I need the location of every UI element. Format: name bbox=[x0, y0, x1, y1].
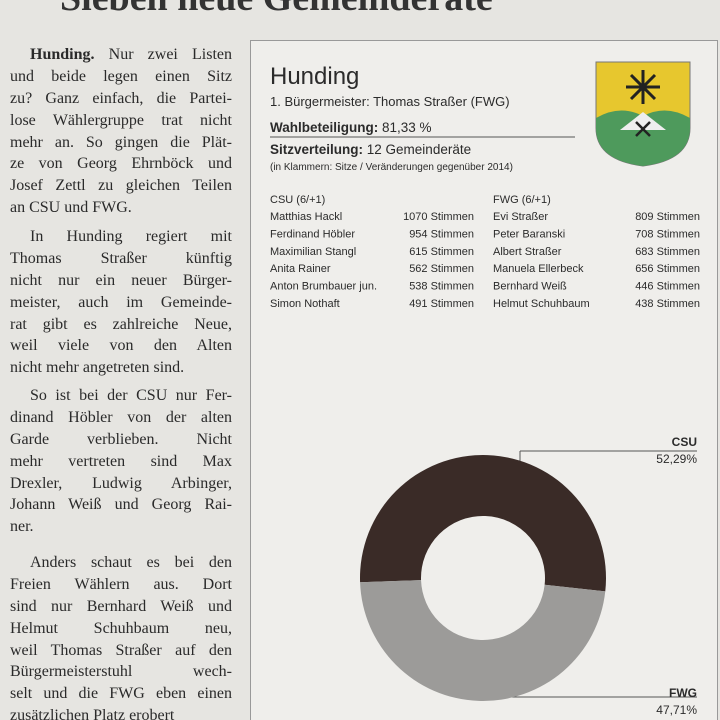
text-line: Helmut Schuhbaum neu, bbox=[10, 619, 232, 637]
turnout-value: 81,33 % bbox=[382, 120, 432, 135]
candidate-name: Helmut Schuhbaum bbox=[493, 298, 590, 310]
text-line: meister, auch im Gemeinde- bbox=[10, 293, 232, 311]
text-line: nicht mehr angetreten sind. bbox=[10, 359, 185, 377]
text-line: mehr vertreten sind Max bbox=[10, 452, 232, 470]
text-line: Thomas Straßer künftig bbox=[10, 249, 232, 267]
candidate-name: Bernhard Weiß bbox=[493, 281, 567, 293]
turnout: Wahlbeteiligung: 81,33 % bbox=[270, 120, 432, 135]
candidate-votes: 954 Stimmen bbox=[409, 228, 474, 240]
value-label: 47,71% bbox=[656, 703, 697, 717]
text-line: zu? Ganz einfach, die Partei- bbox=[10, 89, 232, 107]
text-line: weil Thomas Straßer auf den bbox=[10, 641, 232, 659]
paragraph: Hunding. Nur zwei Listen und beide legen … bbox=[10, 44, 232, 219]
candidate-votes: 1070 Stimmen bbox=[403, 211, 474, 223]
text-line: sind nur Bernhard Weiß und bbox=[10, 597, 232, 615]
text-line: an CSU und FWG. bbox=[10, 199, 132, 217]
text-line: dinand Höbler von der alten bbox=[10, 408, 232, 426]
text-line: nicht nur ein neuer Bürger- bbox=[10, 271, 232, 289]
candidate-votes: 562 Stimmen bbox=[409, 263, 474, 275]
text-line: Josef Zettl zu gleichen Teilen bbox=[10, 177, 232, 195]
donut-segment bbox=[359, 454, 607, 592]
candidate-votes: 538 Stimmen bbox=[409, 281, 474, 293]
paragraph: Anders schaut es bei den Freien Wählern a… bbox=[10, 552, 232, 720]
text-line: ner. bbox=[10, 518, 34, 536]
candidate-votes: 809 Stimmen bbox=[635, 211, 700, 223]
text-line: selt und die FWG eben einen bbox=[10, 685, 232, 703]
paragraph: So ist bei der CSU nur Fer-dinand Höbler… bbox=[10, 385, 232, 538]
text-line: Anders schaut es bei den bbox=[30, 554, 232, 571]
candidate-name: Simon Nothaft bbox=[270, 298, 340, 310]
candidate-votes: 656 Stimmen bbox=[635, 263, 700, 275]
candidate-name: Ferdinand Höbler bbox=[270, 228, 355, 240]
value-label: 52,29% bbox=[656, 452, 697, 466]
donut-segment bbox=[360, 580, 606, 701]
text-line: rat gibt es zahlreiche Neue, bbox=[10, 315, 232, 333]
text: Nur zwei Listen bbox=[108, 46, 233, 63]
text-line: Freien Wählern aus. Dort bbox=[10, 575, 232, 593]
text-line: Johann Weiß und Georg Rai- bbox=[10, 496, 232, 514]
text-line: So ist bei der CSU nur Fer- bbox=[30, 387, 232, 404]
candidate-name: Anita Rainer bbox=[270, 263, 331, 275]
text-line: weil viele von den Alten bbox=[10, 337, 232, 355]
seats-label: Sitzverteilung: bbox=[270, 142, 363, 157]
candidate-votes: 615 Stimmen bbox=[409, 246, 474, 258]
note: (in Klammern: Sitze / Veränderungen gege… bbox=[270, 162, 513, 173]
coat-of-arms bbox=[595, 61, 691, 167]
lead: Hunding. bbox=[30, 46, 95, 63]
candidate-name: Peter Baranski bbox=[493, 228, 565, 240]
text-line: In Hunding regiert mit bbox=[30, 228, 232, 245]
candidate-name: Maximilian Stangl bbox=[270, 246, 356, 258]
seats-value: 12 Gemeinderäte bbox=[367, 142, 471, 157]
candidate-votes: 683 Stimmen bbox=[635, 246, 700, 258]
candidate-name: Anton Brumbauer jun. bbox=[270, 281, 377, 293]
text-line: zusätzlichen Platz erobert bbox=[10, 707, 175, 720]
mayor: 1. Bürgermeister: Thomas Straßer (FWG) bbox=[270, 94, 510, 109]
list-header: FWG (6/+1) bbox=[493, 194, 551, 206]
candidate-votes: 708 Stimmen bbox=[635, 228, 700, 240]
headline: Sieben neue Gemeinderäte bbox=[60, 0, 493, 20]
text-line: ze von Georg Ehrnböck und bbox=[10, 155, 232, 173]
text-line: und beide legen einen Sitz bbox=[10, 67, 232, 85]
text-line: Hunding. Nur zwei Listen bbox=[10, 44, 232, 66]
candidate-name: Manuela Ellerbeck bbox=[493, 263, 584, 275]
text-line: lose Wählergruppe trat nicht bbox=[10, 111, 232, 129]
text-line: Garde verblieben. Nicht bbox=[10, 430, 232, 448]
candidate-votes: 438 Stimmen bbox=[635, 298, 700, 310]
legend-label: CSU bbox=[672, 435, 697, 449]
candidate-name: Albert Straßer bbox=[493, 246, 562, 258]
legend-label: FWG bbox=[669, 686, 697, 700]
list-header: CSU (6/+1) bbox=[270, 194, 325, 206]
box-title: Hunding bbox=[270, 63, 359, 90]
seats: Sitzverteilung: 12 Gemeinderäte bbox=[270, 142, 471, 157]
candidate-votes: 446 Stimmen bbox=[635, 281, 700, 293]
candidate-name: Evi Straßer bbox=[493, 211, 548, 223]
candidate-name: Matthias Hackl bbox=[270, 211, 342, 223]
text-line: mehr an. So gingen die Plät- bbox=[10, 133, 232, 151]
turnout-label: Wahlbeteiligung: bbox=[270, 120, 378, 135]
paragraph: In Hunding regiert mit Thomas Straßer kün… bbox=[10, 226, 232, 379]
candidate-votes: 491 Stimmen bbox=[409, 298, 474, 310]
text-line: Bürgermeisterstuhl wech- bbox=[10, 663, 232, 681]
text-line: Drexler, Ludwig Arbinger, bbox=[10, 474, 232, 492]
